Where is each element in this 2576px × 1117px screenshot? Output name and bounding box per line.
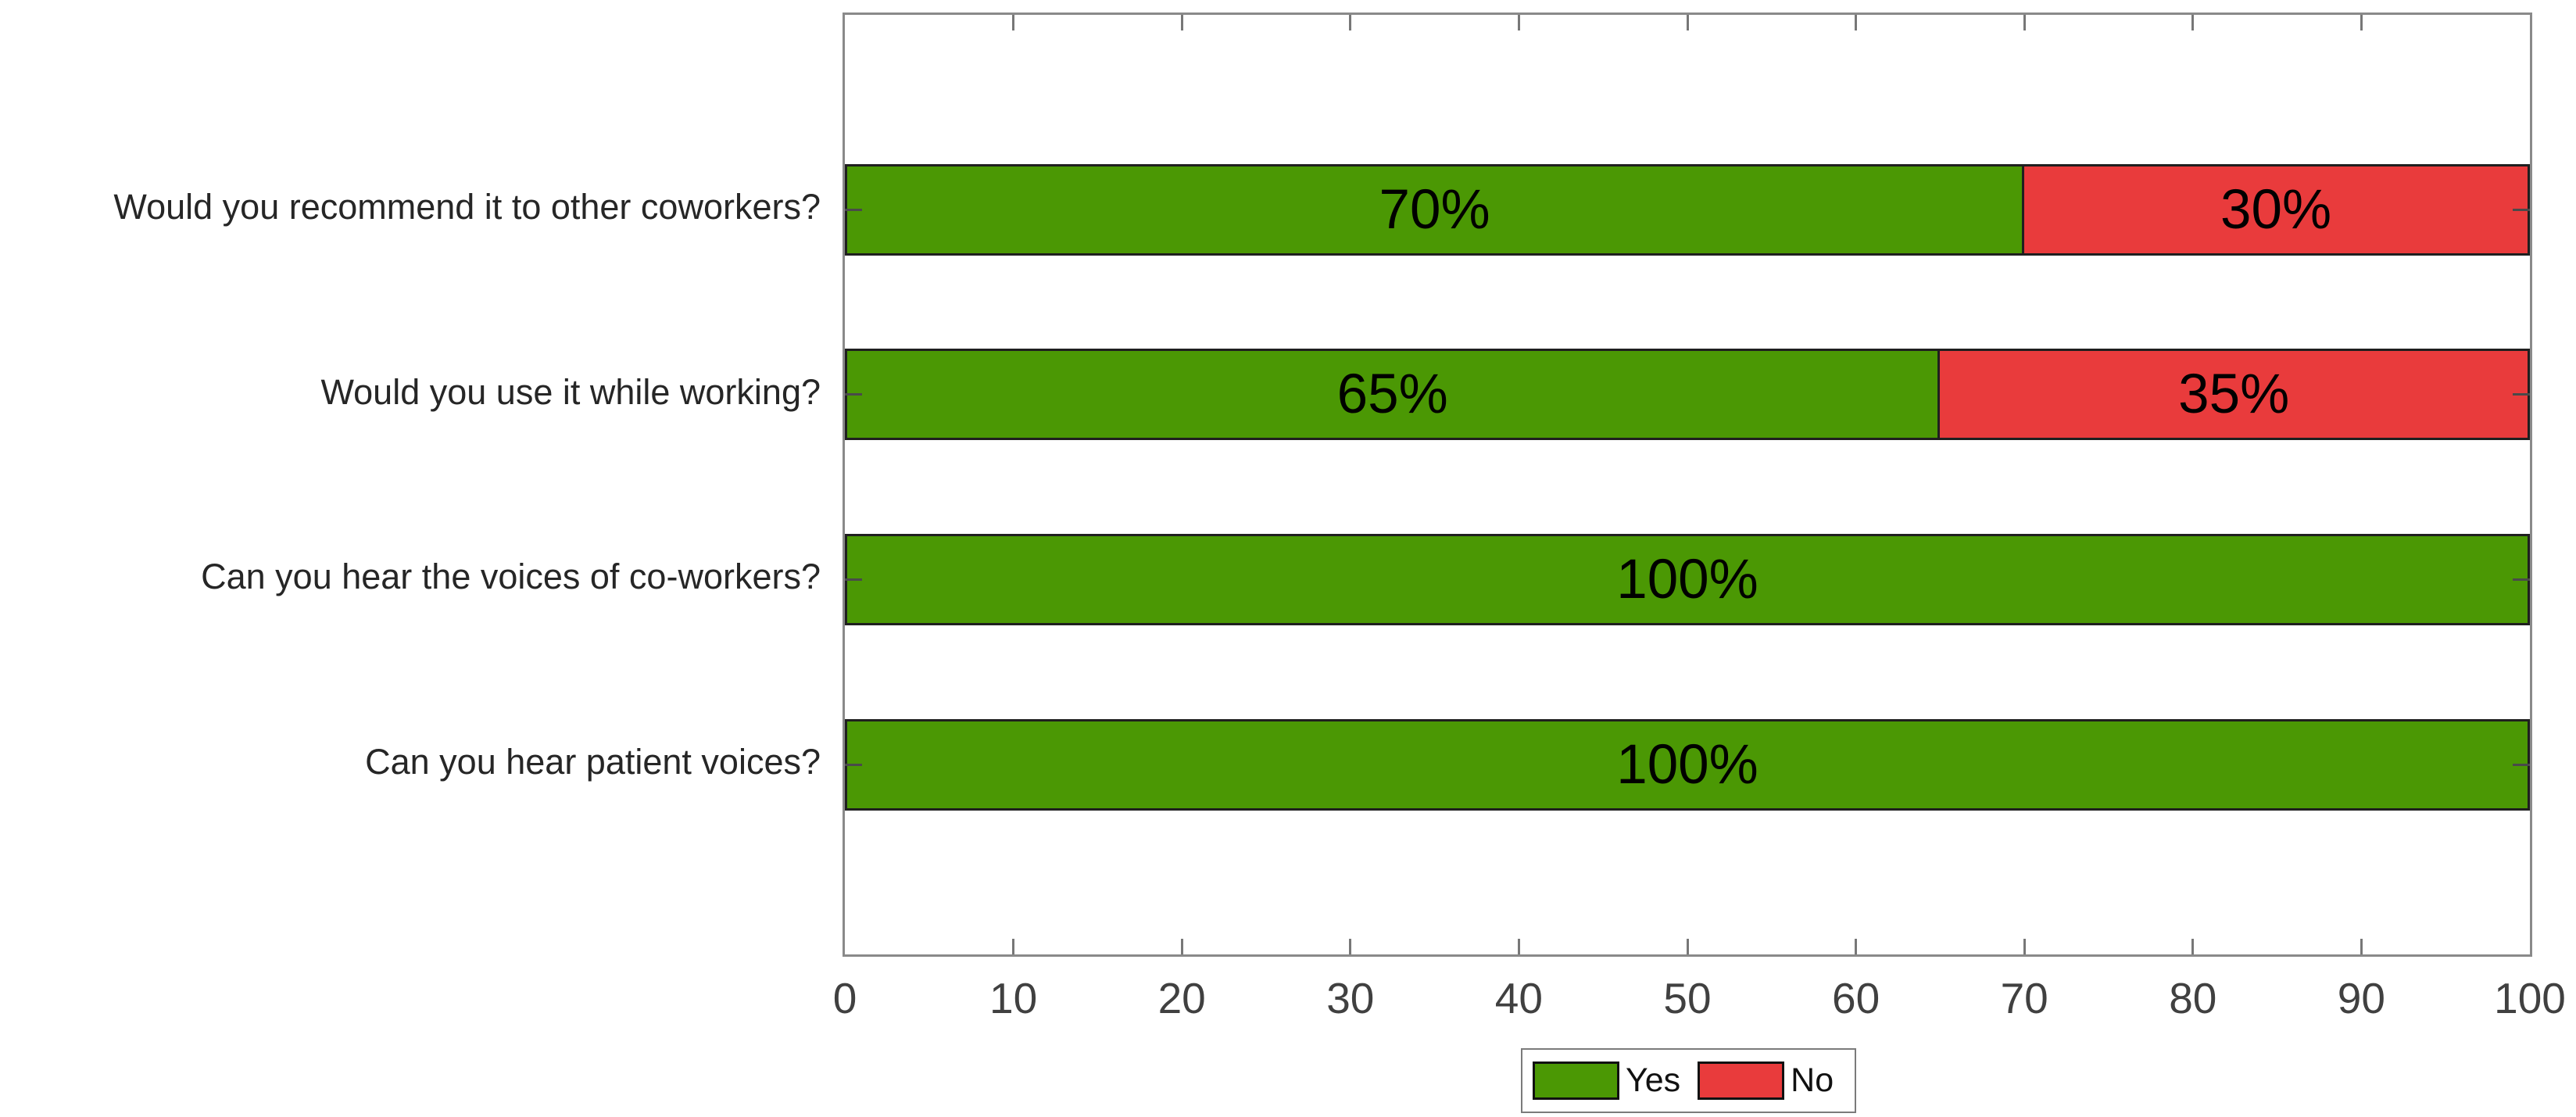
bar-value-label: 30% xyxy=(2220,178,2332,241)
bar-value-label: 65% xyxy=(1336,363,1448,426)
y-axis-label: Would you recommend it to other coworker… xyxy=(113,187,821,227)
legend: Yes No xyxy=(1521,1048,1856,1113)
y-tick xyxy=(845,208,862,211)
x-tick-label: 70 xyxy=(2000,974,2048,1022)
bar-segment-no: 35% xyxy=(1940,349,2530,441)
y-tick xyxy=(2513,208,2530,211)
bar-row: 100% xyxy=(845,718,2530,811)
x-tick xyxy=(1855,15,1858,30)
bar-value-label: 35% xyxy=(2178,363,2290,426)
x-tick-label: 100 xyxy=(2494,974,2566,1022)
x-tick xyxy=(1349,15,1352,30)
x-tick-label: 10 xyxy=(989,974,1038,1022)
y-tick xyxy=(845,393,862,396)
plot-area: 70% 30% 65% 35% 100% 100% xyxy=(843,13,2532,957)
y-tick xyxy=(845,763,862,766)
x-tick xyxy=(1855,939,1858,954)
x-tick xyxy=(1517,15,1520,30)
y-tick xyxy=(2513,763,2530,766)
bar-segment-yes: 100% xyxy=(845,533,2530,625)
bar-value-label: 70% xyxy=(1379,178,1490,241)
x-tick xyxy=(1012,939,1015,954)
x-tick-label: 0 xyxy=(832,974,857,1022)
x-tick xyxy=(1517,939,1520,954)
y-axis-label: Can you hear patient voices? xyxy=(365,742,821,782)
x-tick xyxy=(1012,15,1015,30)
y-tick xyxy=(845,578,862,581)
bar-segment-yes: 100% xyxy=(845,718,2530,811)
bar-value-label: 100% xyxy=(1616,733,1758,796)
y-tick xyxy=(2513,393,2530,396)
bar-row: 100% xyxy=(845,533,2530,625)
y-axis-label: Can you hear the voices of co-workers? xyxy=(201,557,821,597)
bar-row: 70% 30% xyxy=(845,163,2530,256)
x-tick-label: 80 xyxy=(2169,974,2217,1022)
x-tick-label: 20 xyxy=(1157,974,1206,1022)
bar-segment-no: 30% xyxy=(2024,163,2530,256)
x-tick-label: 60 xyxy=(1832,974,1880,1022)
x-tick-label: 50 xyxy=(1663,974,1712,1022)
legend-swatch-no xyxy=(1698,1062,1785,1100)
bar-row: 65% 35% xyxy=(845,349,2530,441)
x-tick-label: 30 xyxy=(1326,974,1375,1022)
x-tick xyxy=(1349,939,1352,954)
x-tick-label: 90 xyxy=(2337,974,2385,1022)
x-tick xyxy=(2360,15,2363,30)
bar-value-label: 100% xyxy=(1616,548,1758,610)
legend-label-yes: Yes xyxy=(1626,1062,1681,1099)
bar-segment-yes: 70% xyxy=(845,163,2025,256)
x-tick xyxy=(1686,15,1689,30)
x-tick-label: 40 xyxy=(1494,974,1543,1022)
legend-label-no: No xyxy=(1791,1062,1834,1099)
legend-swatch-yes xyxy=(1533,1062,1619,1100)
x-tick xyxy=(2191,939,2195,954)
x-tick xyxy=(2191,15,2195,30)
bar-segment-yes: 65% xyxy=(845,349,1941,441)
x-tick xyxy=(2023,15,2026,30)
x-tick xyxy=(2360,939,2363,954)
y-axis-label: Would you use it while working? xyxy=(320,371,821,412)
x-tick xyxy=(2023,939,2026,954)
x-tick xyxy=(1686,939,1689,954)
x-tick xyxy=(1180,939,1183,954)
y-tick xyxy=(2513,578,2530,581)
x-tick xyxy=(1180,15,1183,30)
